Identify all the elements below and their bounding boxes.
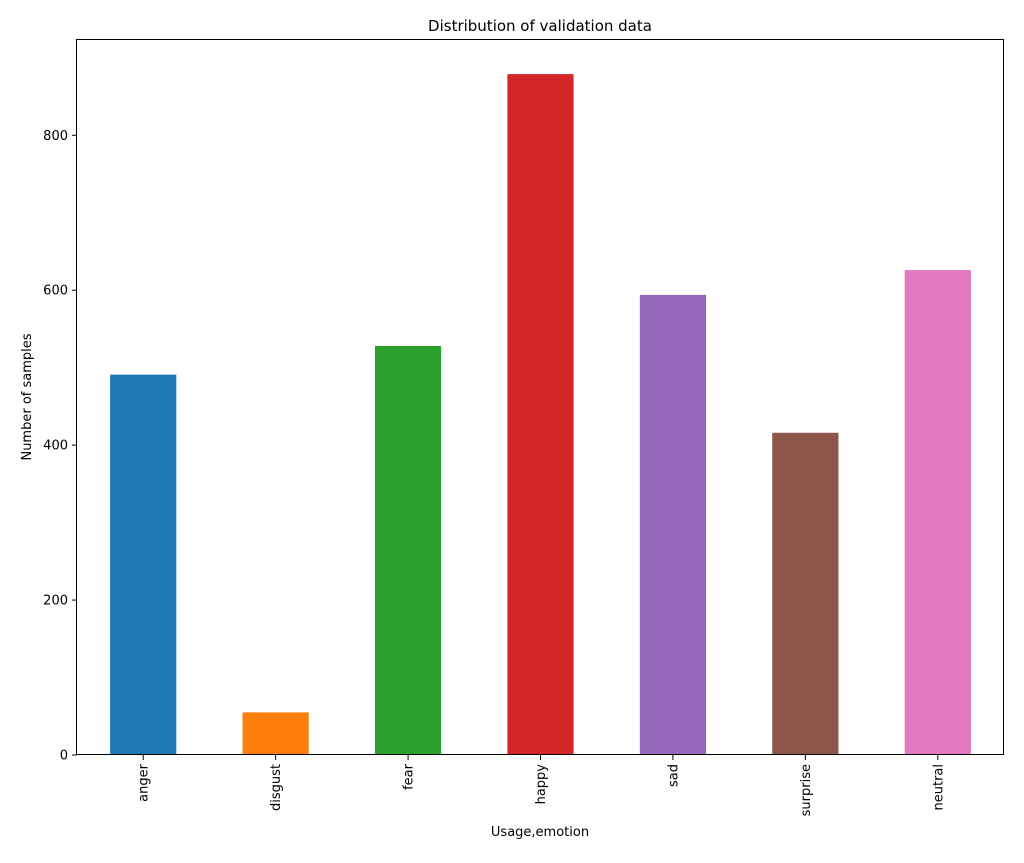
x-tick-label-neutral: neutral xyxy=(931,764,946,811)
y-axis-label: Number of samples xyxy=(20,333,35,460)
bar-neutral xyxy=(904,270,971,755)
x-tick-label-happy: happy xyxy=(534,764,549,805)
y-tick-label: 400 xyxy=(43,439,68,454)
bar-anger xyxy=(110,374,177,755)
bar-fear xyxy=(374,345,442,755)
x-tick-label-anger: anger xyxy=(137,763,152,801)
bar-sad xyxy=(639,294,707,755)
bar-surprise xyxy=(772,432,839,755)
x-axis-label: Usage,emotion xyxy=(491,825,589,840)
bar-disgust xyxy=(242,712,309,755)
y-axis-ticks: 0 200 400 600 800 xyxy=(43,129,77,764)
y-tick-label: 600 xyxy=(43,284,68,299)
x-tick-label-disgust: disgust xyxy=(269,764,284,811)
x-tick-label-surprise: surprise xyxy=(799,764,814,816)
chart-title: Distribution of validation data xyxy=(428,17,652,35)
x-tick-label-fear: fear xyxy=(402,763,417,790)
bar-happy xyxy=(507,74,574,755)
y-tick-label: 0 xyxy=(60,749,68,764)
y-tick-label: 800 xyxy=(43,129,68,144)
x-tick-label-sad: sad xyxy=(666,764,681,787)
bars-group xyxy=(110,74,971,755)
plot-frame xyxy=(76,39,1004,755)
y-tick-label: 200 xyxy=(43,594,68,609)
x-axis-ticks: anger disgust fear happy sad surprise neutral xyxy=(137,755,946,816)
